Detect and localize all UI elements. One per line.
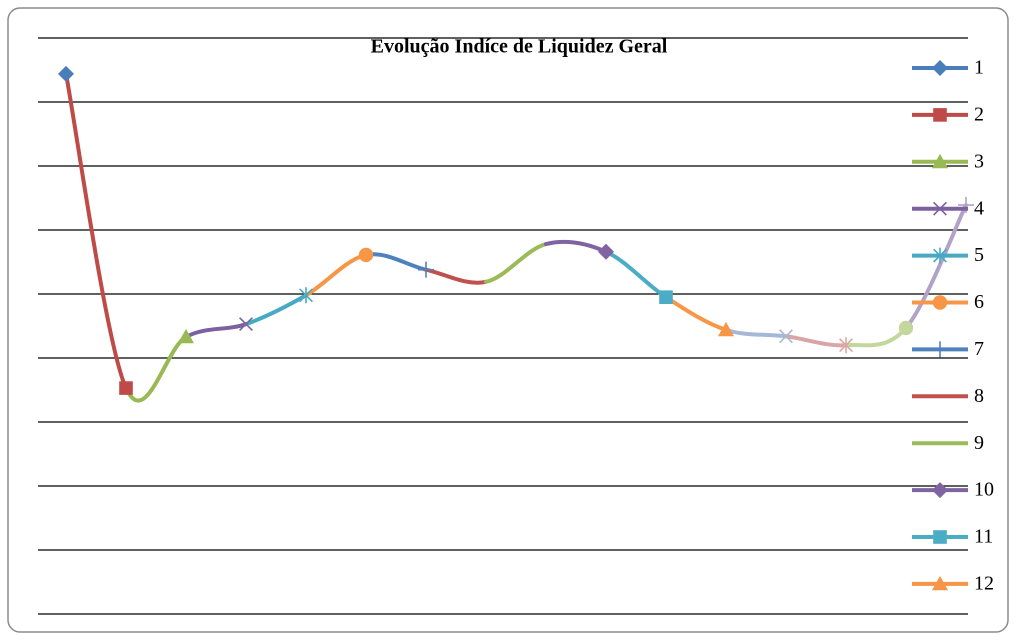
legend-label: 2 xyxy=(974,103,984,125)
legend-label: 8 xyxy=(974,385,984,407)
line-segment xyxy=(64,71,128,391)
line-segment xyxy=(424,267,488,285)
marker xyxy=(839,337,853,354)
marker-shape xyxy=(779,329,793,344)
marker-shape xyxy=(932,482,948,499)
marker xyxy=(659,290,673,304)
marker-shape xyxy=(178,328,194,344)
line-segment xyxy=(244,293,308,327)
marker xyxy=(898,320,914,336)
legend-label: 4 xyxy=(974,197,984,219)
legend-label: 10 xyxy=(974,479,994,501)
marker xyxy=(932,482,948,499)
marker-shape xyxy=(932,60,948,76)
line-segment xyxy=(484,242,548,284)
marker-shape xyxy=(898,320,914,336)
marker-shape xyxy=(299,287,313,304)
marker xyxy=(358,247,374,263)
marker-shape xyxy=(718,321,734,337)
marker-shape xyxy=(932,153,948,169)
marker xyxy=(178,328,194,344)
marker xyxy=(932,341,948,358)
marker-shape xyxy=(418,261,434,278)
marker xyxy=(932,575,948,591)
marker-shape xyxy=(358,247,374,263)
marker-shape xyxy=(932,341,948,358)
marker-shape xyxy=(659,290,673,304)
legend-label: 1 xyxy=(974,57,984,79)
marker xyxy=(932,295,948,310)
marker-shape xyxy=(239,317,253,332)
line-segment xyxy=(124,334,188,403)
legend-label: 9 xyxy=(974,432,984,454)
legend-label: 6 xyxy=(974,291,984,313)
marker-shape xyxy=(598,243,614,260)
chart-frame xyxy=(7,7,1009,633)
marker xyxy=(779,329,793,344)
line-segment xyxy=(844,325,908,348)
legend-entry: 8 xyxy=(912,385,984,407)
marker xyxy=(598,243,614,260)
legend-entry: 9 xyxy=(912,432,984,454)
marker-shape xyxy=(933,108,947,122)
marker-shape xyxy=(933,201,947,216)
marker xyxy=(932,60,948,76)
legend-label: 7 xyxy=(974,338,984,360)
marker xyxy=(932,153,948,169)
marker-shape xyxy=(932,575,948,591)
legend-label: 3 xyxy=(974,150,984,172)
legend-label: 11 xyxy=(974,526,993,548)
line-segment xyxy=(184,322,248,339)
marker-shape xyxy=(933,530,947,544)
marker-shape xyxy=(839,337,853,354)
marker xyxy=(933,530,947,544)
marker xyxy=(933,201,947,216)
marker xyxy=(933,108,947,122)
marker-shape xyxy=(932,295,948,310)
legend-label: 12 xyxy=(974,572,994,594)
marker xyxy=(299,287,313,304)
legend-label: 5 xyxy=(974,244,984,266)
line-segment xyxy=(784,334,848,348)
marker xyxy=(718,321,734,337)
marker xyxy=(933,247,947,264)
marker-shape xyxy=(58,65,74,82)
marker xyxy=(119,381,133,395)
marker xyxy=(418,261,434,278)
chart-title: Evolução Indíce de Liquidez Geral xyxy=(371,36,668,58)
marker xyxy=(239,317,253,332)
marker xyxy=(58,65,74,82)
line-segment xyxy=(904,203,968,330)
marker-shape xyxy=(119,381,133,395)
marker-shape xyxy=(933,247,947,264)
